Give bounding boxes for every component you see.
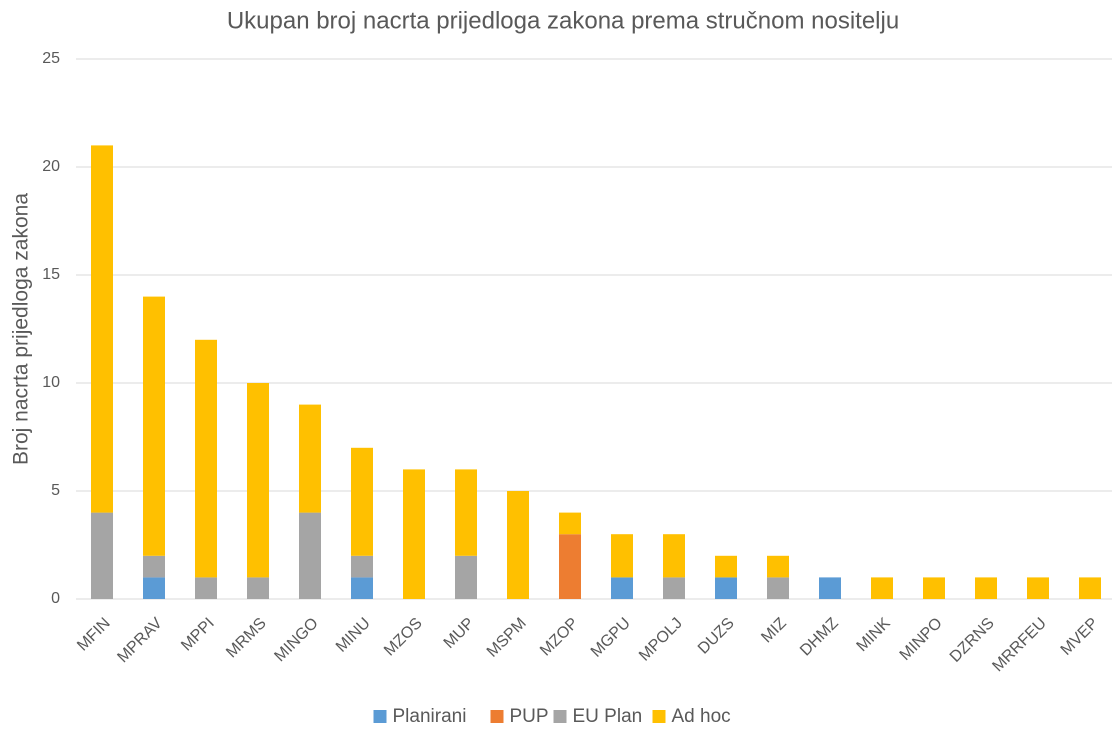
x-tick-label: MZOS bbox=[381, 615, 426, 660]
bar-segment bbox=[1027, 577, 1049, 599]
bar-segment bbox=[767, 555, 789, 578]
y-tick-label: 25 bbox=[42, 50, 60, 67]
chart-title: Ukupan broj nacrta prijedloga zakona pre… bbox=[227, 7, 899, 34]
x-tick-label: MRRFEU bbox=[989, 615, 1049, 675]
legend-swatch bbox=[652, 710, 666, 723]
x-tick-label: MPOLJ bbox=[636, 615, 686, 665]
x-tick-label: MPRAV bbox=[114, 615, 166, 667]
bar-segment bbox=[715, 555, 737, 578]
legend-label: PUP bbox=[510, 706, 549, 727]
bar-segment bbox=[975, 577, 997, 599]
y-tick-label: 20 bbox=[42, 158, 60, 175]
bar-segment bbox=[715, 577, 737, 599]
x-tick-label: MGPU bbox=[588, 615, 634, 661]
bar-segment bbox=[91, 145, 113, 513]
x-tick-label: MPPI bbox=[178, 615, 218, 655]
bar-segment bbox=[351, 577, 373, 599]
x-tick-label: MINU bbox=[333, 615, 374, 656]
legend-label: EU Plan bbox=[573, 706, 643, 727]
legend-swatch bbox=[373, 710, 387, 723]
bar-segment bbox=[247, 577, 269, 599]
y-tick-label: 10 bbox=[42, 374, 60, 391]
legend-swatch bbox=[553, 710, 567, 723]
bar-segment bbox=[767, 577, 789, 599]
x-tick-label: DUZS bbox=[695, 615, 738, 658]
legend-label: Ad hoc bbox=[672, 706, 731, 727]
bar-segment bbox=[143, 577, 165, 599]
x-tick-label: MIZ bbox=[758, 615, 790, 647]
bar-segment bbox=[663, 534, 685, 578]
bar-segment bbox=[923, 577, 945, 599]
bar-segment bbox=[351, 447, 373, 556]
bar-segment bbox=[299, 404, 321, 513]
bar-segment bbox=[455, 555, 477, 599]
x-tick-label: MINPO bbox=[897, 615, 946, 664]
x-tick-label: MVEP bbox=[1058, 615, 1102, 659]
bar-segment bbox=[871, 577, 893, 599]
bar-segment bbox=[559, 534, 581, 599]
x-tick-label: MRMS bbox=[223, 615, 270, 662]
y-axis-title: Broj nacrta prijedloga zakona bbox=[10, 193, 33, 465]
legend-swatch bbox=[490, 710, 504, 723]
x-tick-label: MFIN bbox=[74, 615, 114, 655]
bar-segment bbox=[403, 469, 425, 599]
bar-segment bbox=[195, 339, 217, 578]
bar-segment bbox=[611, 577, 633, 599]
bar-segment bbox=[299, 512, 321, 599]
bar-segment bbox=[195, 577, 217, 599]
x-tick-label: DHMZ bbox=[797, 615, 842, 660]
bar-segment bbox=[507, 491, 529, 599]
y-tick-label: 0 bbox=[51, 590, 60, 607]
x-tick-label: MINGO bbox=[271, 615, 321, 665]
bar-segment bbox=[143, 296, 165, 556]
bar-segment bbox=[611, 534, 633, 578]
x-tick-label: MSPM bbox=[484, 615, 530, 661]
bar-segment bbox=[247, 383, 269, 578]
bar-segment bbox=[91, 512, 113, 599]
bar-segment bbox=[1079, 577, 1101, 599]
bar-segment bbox=[819, 577, 841, 599]
bar-segment bbox=[143, 555, 165, 578]
x-tick-label: MUP bbox=[441, 615, 478, 652]
bar-segment bbox=[351, 555, 373, 578]
legend-label: Planirani bbox=[393, 706, 467, 727]
x-tick-label: DZRNS bbox=[947, 615, 998, 666]
y-tick-label: 15 bbox=[42, 266, 60, 283]
y-tick-label: 5 bbox=[51, 482, 60, 499]
bar-segment bbox=[559, 512, 581, 535]
x-tick-label: MINK bbox=[854, 615, 895, 656]
x-tick-label: MZOP bbox=[537, 615, 582, 660]
bar-segment bbox=[455, 469, 477, 556]
bar-segment bbox=[663, 577, 685, 599]
